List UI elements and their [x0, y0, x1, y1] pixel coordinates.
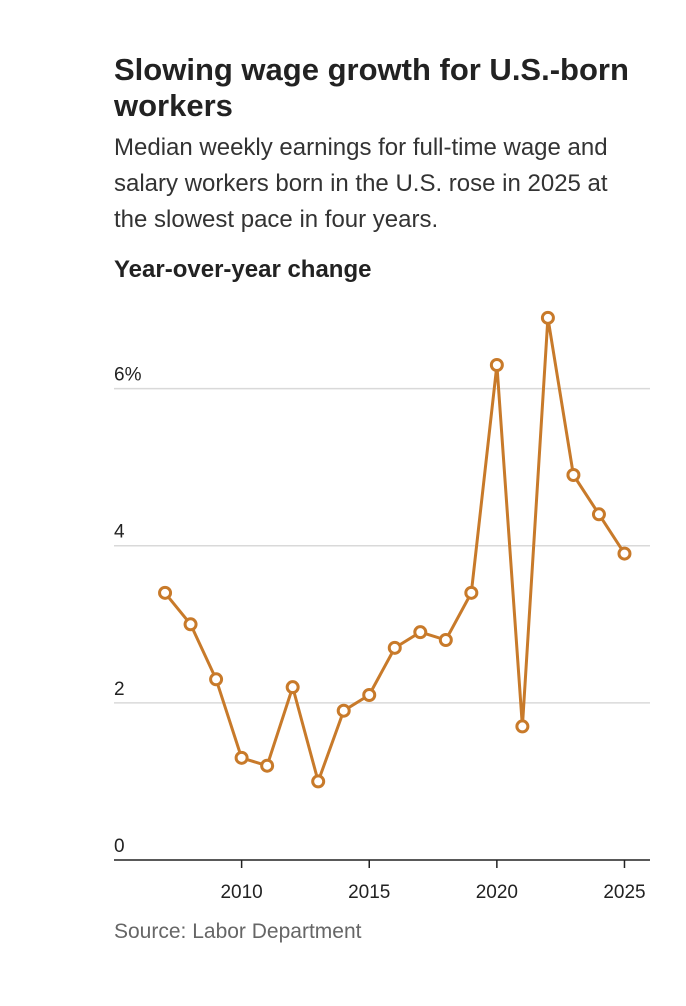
- chart-subtitle: Median weekly earnings for full-time wag…: [114, 134, 608, 233]
- x-tick-label: 2025: [603, 882, 645, 903]
- data-point-2021: [515, 719, 530, 734]
- data-series: [158, 310, 632, 789]
- data-point-2007: [158, 585, 173, 600]
- data-point-2017: [413, 625, 428, 640]
- data-point-2024: [591, 507, 606, 522]
- y-tick-label: 4: [114, 522, 125, 543]
- x-tick-label: 2010: [220, 882, 262, 903]
- x-ticks: 2010 2015 2020 2025: [220, 860, 646, 903]
- x-tick-label: 2020: [476, 882, 518, 903]
- data-point-2012: [285, 680, 300, 695]
- data-point-2020: [489, 358, 504, 372]
- data-point-2022: [540, 310, 555, 325]
- data-point-2014: [336, 703, 351, 718]
- series-line: [163, 316, 626, 783]
- y-tick-label: 2: [114, 679, 125, 700]
- y-tick-label: 6%: [114, 365, 142, 386]
- chart-title: Slowing wage growth for U.S.-born worker…: [114, 52, 629, 123]
- y-tick-label: 0: [114, 836, 125, 857]
- panel-label: Year-over-year change: [114, 256, 372, 283]
- data-point-2015: [362, 688, 377, 702]
- data-point-2025: [617, 546, 632, 561]
- x-tick-label: 2015: [348, 882, 390, 903]
- data-point-2019: [464, 585, 479, 600]
- data-point-2010: [234, 750, 249, 765]
- data-point-2023: [566, 468, 581, 482]
- data-point-2018: [438, 633, 453, 647]
- data-point-2009: [209, 672, 224, 687]
- y-tick-labels: 0 2 4 6%: [114, 365, 142, 857]
- source-note: Source: Labor Department: [114, 920, 362, 943]
- data-point-2008: [183, 617, 198, 632]
- data-point-2013: [311, 774, 326, 789]
- data-point-2011: [260, 758, 275, 773]
- data-point-2016: [387, 640, 402, 655]
- gridlines: [114, 387, 650, 704]
